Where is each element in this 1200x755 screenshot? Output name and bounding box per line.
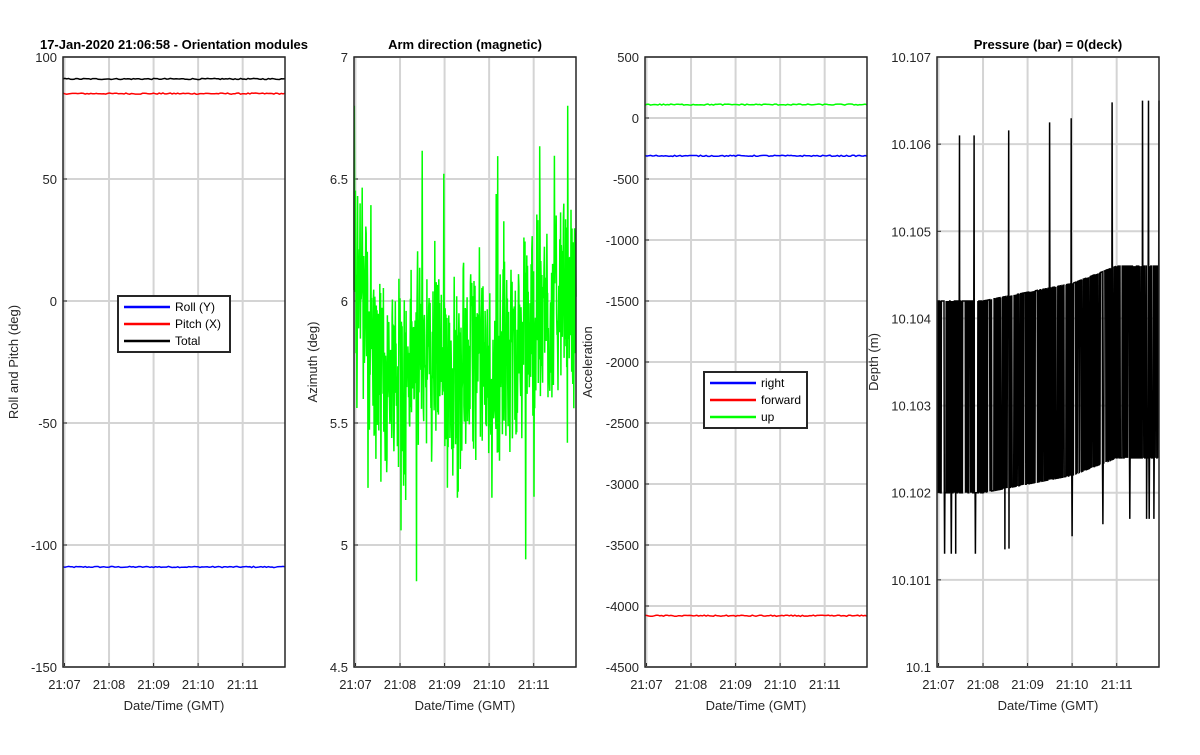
x-tick-label: 21:08 <box>967 677 1000 692</box>
panel-acceleration: Acceleration Date/Time (GMT) <box>580 326 806 713</box>
chart-title: 17-Jan-2020 21:06:58 - Orientation modul… <box>40 37 308 52</box>
panel-orientation: 17-Jan-2020 21:06:58 - Orientation modul… <box>6 37 308 713</box>
x-tick-label: 21:09 <box>1011 677 1044 692</box>
x-tick-label: 21:11 <box>1101 677 1133 692</box>
y-tick-label: 10.104 <box>891 311 931 326</box>
x-axis-label: Date/Time (GMT) <box>706 698 807 713</box>
series-line <box>644 614 868 618</box>
x-tick-label: 21:10 <box>764 677 797 692</box>
chart-1: 21:07 21:08 21:09 21:10 21:11 4.5 5 5.5 6 6.5 7 <box>330 50 577 692</box>
y-tick-label: 10.105 <box>891 224 931 239</box>
y-tick-label: -3000 <box>606 477 639 492</box>
y-tick-label: -1000 <box>606 233 639 248</box>
y-tick-label: 6.5 <box>330 172 348 187</box>
y-tick-label: 10.107 <box>891 50 931 65</box>
x-tick-label: 21:09 <box>137 677 170 692</box>
legend-label: Total <box>175 334 200 348</box>
y-axis-label: Acceleration <box>580 326 595 398</box>
series-line <box>62 92 286 96</box>
y-tick-label: 10.101 <box>891 573 931 588</box>
y-tick-label: -50 <box>38 416 57 431</box>
x-tick-label: 21:08 <box>93 677 126 692</box>
y-tick-label: 10.102 <box>891 486 931 501</box>
y-tick-label: 10.1 <box>906 660 931 675</box>
series-line <box>644 154 868 158</box>
legend-label: forward <box>761 393 801 407</box>
x-tick-label: 21:08 <box>384 677 417 692</box>
axes-box <box>644 56 868 668</box>
series-line <box>644 103 868 107</box>
y-tick-label: 0 <box>632 111 639 126</box>
x-tick-label: 21:11 <box>809 677 841 692</box>
x-tick-label: 21:07 <box>339 677 372 692</box>
series-line <box>353 105 577 582</box>
axes-box <box>936 56 1160 668</box>
y-tick-label: -4000 <box>606 599 639 614</box>
legend: right forward up <box>703 371 808 429</box>
legend-label: Pitch (X) <box>175 317 221 331</box>
x-axis-label: Date/Time (GMT) <box>124 698 225 713</box>
plot-layer: 21:07 21:08 21:09 21:10 21:11-150-100-500501… <box>31 50 1160 692</box>
legend-label: up <box>761 410 775 424</box>
y-tick-label: 6 <box>341 294 348 309</box>
y-tick-label: -2500 <box>606 416 639 431</box>
y-tick-label: 10.103 <box>891 399 931 414</box>
x-tick-label: 21:11 <box>227 677 259 692</box>
y-tick-label: 10.106 <box>891 137 931 152</box>
y-tick-label: 7 <box>341 50 348 65</box>
chart-title: Pressure (bar) = 0(deck) <box>974 37 1122 52</box>
y-tick-label: 0 <box>50 294 57 309</box>
x-tick-label: 21:10 <box>473 677 506 692</box>
series-line <box>62 77 286 81</box>
chart-title: Arm direction (magnetic) <box>388 37 542 52</box>
legend: Roll (Y) Pitch (X) Total <box>117 295 231 353</box>
x-tick-label: 21:07 <box>630 677 663 692</box>
axes-box <box>353 56 577 668</box>
series-line <box>62 565 286 569</box>
y-tick-label: -1500 <box>606 294 639 309</box>
x-tick-label: 21:10 <box>182 677 215 692</box>
y-tick-label: 5.5 <box>330 416 348 431</box>
chart-3: 21:07 21:08 21:09 21:10 21:11 10.1 10.101 10.10… <box>891 50 1160 692</box>
panel-pressure: Pressure (bar) = 0(deck) Depth (m) Date/… <box>866 37 1122 713</box>
y-tick-label: -500 <box>613 172 639 187</box>
x-tick-label: 21:09 <box>719 677 752 692</box>
y-tick-label: 4.5 <box>330 660 348 675</box>
x-tick-label: 21:08 <box>675 677 708 692</box>
y-tick-label: -150 <box>31 660 57 675</box>
series-line <box>937 100 1160 554</box>
x-tick-label: 21:11 <box>518 677 550 692</box>
legend-label: right <box>761 376 785 390</box>
x-tick-label: 21:07 <box>48 677 81 692</box>
x-tick-label: 21:09 <box>428 677 461 692</box>
chart-0: 21:07 21:08 21:09 21:10 21:11 -150 -100 -50 0 50 1… <box>31 50 286 692</box>
y-tick-label: -3500 <box>606 538 639 553</box>
y-tick-label: -2000 <box>606 355 639 370</box>
panel-arm-direction: Arm direction (magnetic) Azimuth (deg) D… <box>305 37 542 713</box>
axes-box <box>62 56 286 668</box>
chart-2: 21:07 21:08 21:09 21:10 21:11 -4500 -4000 -3500… <box>606 50 868 692</box>
y-tick-label: 50 <box>43 172 57 187</box>
x-axis-label: Date/Time (GMT) <box>415 698 516 713</box>
legend-label: Roll (Y) <box>175 300 215 314</box>
y-tick-label: 500 <box>617 50 639 65</box>
y-tick-label: -4500 <box>606 660 639 675</box>
y-axis-label: Azimuth (deg) <box>305 322 320 403</box>
x-tick-label: 21:07 <box>922 677 955 692</box>
x-axis-label: Date/Time (GMT) <box>998 698 1099 713</box>
y-axis-label: Roll and Pitch (deg) <box>6 305 21 419</box>
y-tick-label: 5 <box>341 538 348 553</box>
y-axis-label: Depth (m) <box>866 333 881 391</box>
y-tick-label: 100 <box>35 50 57 65</box>
y-tick-label: -100 <box>31 538 57 553</box>
x-tick-label: 21:10 <box>1056 677 1089 692</box>
